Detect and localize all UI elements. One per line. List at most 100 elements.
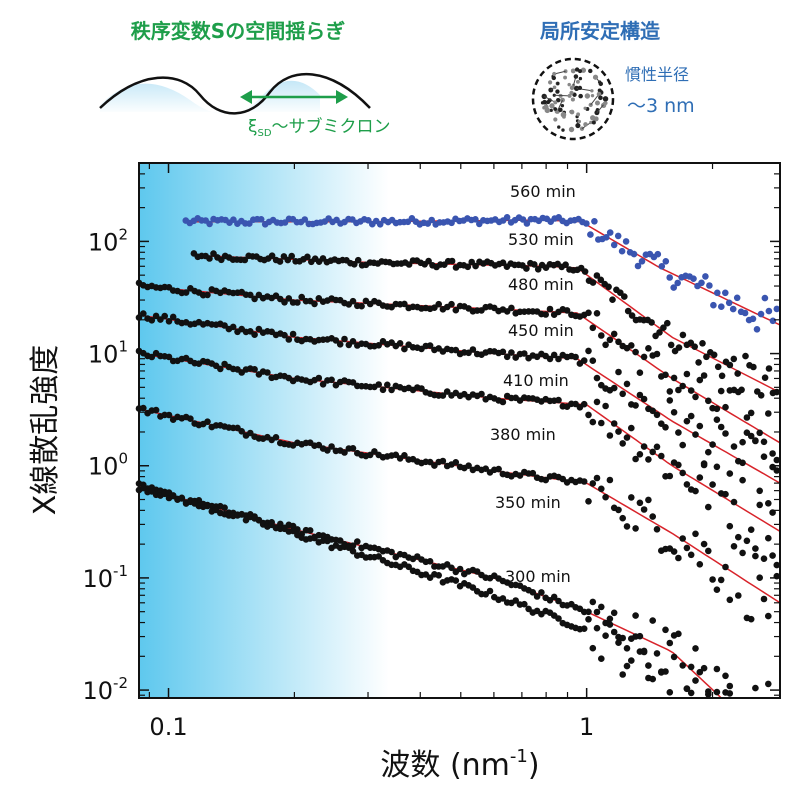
y-tick-label: 100 [88,450,128,481]
data-point [165,411,173,419]
gyration-label: 慣性半径 [625,65,689,84]
data-point [679,382,686,390]
series-label: 530 min [508,230,574,249]
data-point [619,390,626,398]
data-point [700,540,708,548]
molecule-atom [575,122,581,129]
data-point [692,487,699,495]
data-point [311,300,318,308]
data-point [332,337,340,344]
data-point [750,363,757,371]
data-point [598,419,605,427]
data-point [587,231,594,238]
data-point [178,495,186,502]
data-point [640,353,648,361]
data-point [726,470,734,477]
data-point [692,677,699,684]
data-point [713,586,721,593]
x-axis-label: 波数 (nm-1) [380,746,539,783]
molecule-atom [578,93,583,99]
x-tick-label: 1 [579,713,594,741]
molecule-atom [590,93,595,98]
data-point [161,312,168,320]
molecule-atom [540,101,545,105]
x-axis-label-close: ) [528,748,540,783]
data-point [349,445,357,452]
data-point [628,424,635,432]
data-point [439,392,447,399]
data-point [593,608,601,616]
data-point [722,490,729,498]
data-point [666,472,674,480]
data-point [756,574,763,581]
molecule-atom [577,85,583,91]
data-point [739,476,746,484]
data-point [589,357,597,365]
data-point [341,449,348,456]
data-point [623,380,631,388]
molecule-cluster [540,67,609,133]
data-point [615,428,622,435]
data-point [328,443,335,450]
data-point [428,216,436,224]
molecule-atom [591,120,596,125]
data-point [628,657,635,664]
data-point [206,255,213,262]
data-point [730,543,738,550]
data-point [589,324,597,332]
data-point [328,376,335,384]
data-point [546,355,554,363]
data-point [722,289,729,297]
data-point [696,668,704,676]
molecule-atom [571,83,576,88]
data-point [555,615,562,622]
data-point [722,563,729,571]
x-tick-labels: 0.1 1 [149,713,594,741]
data-point [679,662,686,669]
data-point [619,440,626,447]
data-point [610,330,618,338]
data-point [645,345,652,352]
data-point [747,615,755,623]
data-point [606,476,614,484]
data-point [710,351,718,359]
data-point [486,587,494,595]
molecule-atom [557,125,561,129]
molecule-atom [556,81,560,86]
molecule-atom [584,93,591,99]
data-point [336,341,344,348]
data-point [675,386,682,394]
data-point [452,346,460,354]
data-point [765,500,772,507]
data-point [610,384,618,392]
data-point [735,388,742,396]
data-point [538,589,545,596]
data-point [709,441,716,448]
data-point [615,368,622,376]
data-point [675,344,683,351]
data-point [354,538,361,545]
data-point [521,600,528,608]
molecule-atom [553,107,558,111]
data-point [653,650,661,657]
data-point [165,353,173,361]
data-point [675,461,682,469]
data-point [251,366,258,373]
molecule-atom [555,89,560,94]
data-point [375,553,383,560]
data-point [304,253,311,261]
data-point [238,511,245,518]
data-point [621,293,628,300]
data-point [375,342,383,349]
data-point [448,257,456,265]
data-point [396,340,404,347]
molecule-atom [575,79,580,84]
data-point [435,300,443,308]
gyration-value: ～3 nm [627,95,695,117]
xi-text: ～サブミクロン [272,116,391,137]
series-label: 380 min [490,425,556,444]
data-point [281,524,288,532]
data-point [624,307,632,315]
molecule-atom [589,120,593,125]
